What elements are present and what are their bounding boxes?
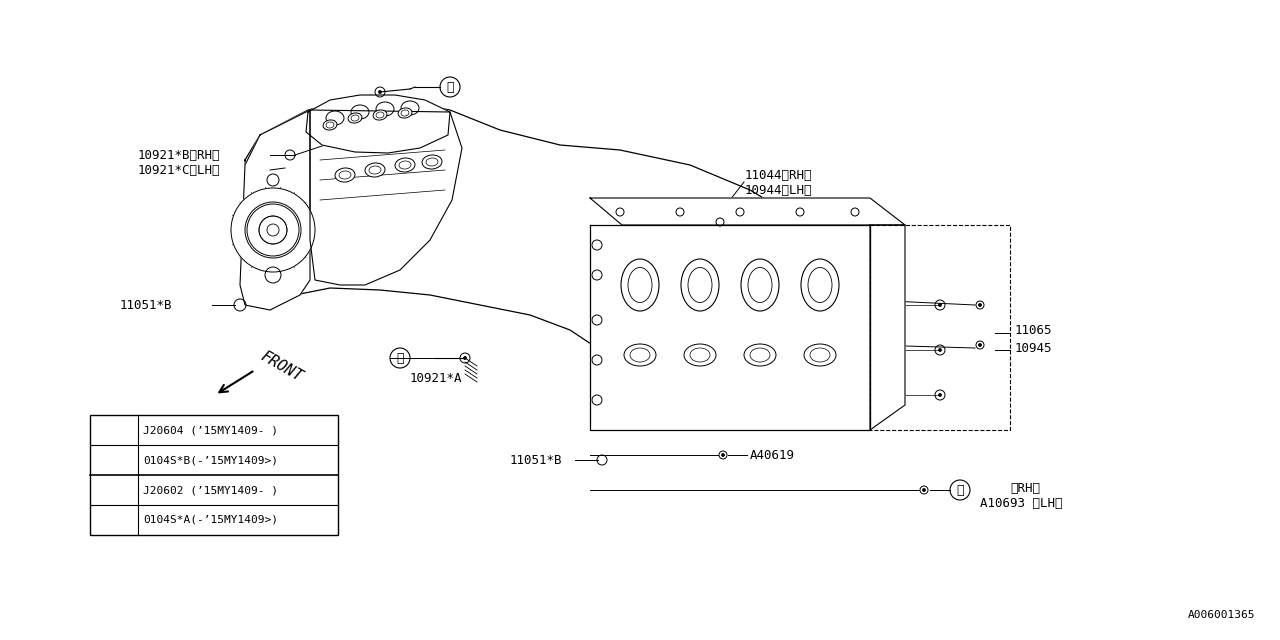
Ellipse shape: [365, 163, 385, 177]
Ellipse shape: [801, 259, 838, 311]
Circle shape: [938, 304, 941, 306]
Polygon shape: [870, 225, 905, 430]
Text: 11051*B: 11051*B: [509, 454, 562, 467]
Circle shape: [938, 394, 941, 396]
Circle shape: [979, 344, 982, 346]
Ellipse shape: [804, 344, 836, 366]
Circle shape: [244, 202, 301, 258]
Text: A40619: A40619: [750, 449, 795, 461]
Text: ①: ①: [447, 81, 453, 93]
Text: A006001365: A006001365: [1188, 610, 1254, 620]
Text: ②: ②: [956, 483, 964, 497]
Ellipse shape: [621, 259, 659, 311]
Polygon shape: [241, 110, 310, 310]
Circle shape: [379, 91, 381, 93]
Text: 11051*B: 11051*B: [120, 298, 173, 312]
Circle shape: [722, 454, 724, 456]
Text: 10921*A: 10921*A: [410, 371, 462, 385]
Ellipse shape: [335, 168, 355, 182]
Circle shape: [259, 216, 287, 244]
Text: 10944〈LH〉: 10944〈LH〉: [745, 184, 813, 196]
Text: 10921*B〈RH〉: 10921*B〈RH〉: [138, 148, 220, 161]
Polygon shape: [306, 95, 451, 153]
Ellipse shape: [741, 259, 780, 311]
Ellipse shape: [681, 259, 719, 311]
Bar: [90, 415, 338, 535]
Text: FRONT: FRONT: [259, 349, 305, 385]
Text: 〈RH〉: 〈RH〉: [1010, 481, 1039, 495]
Text: 11044〈RH〉: 11044〈RH〉: [745, 168, 813, 182]
Circle shape: [979, 304, 982, 306]
Text: ①: ①: [397, 351, 403, 365]
Ellipse shape: [684, 344, 716, 366]
Ellipse shape: [422, 155, 442, 169]
Circle shape: [463, 357, 466, 359]
Text: J20602 (’15MY1409- ): J20602 (’15MY1409- ): [143, 485, 278, 495]
Text: 0104S*B(-’15MY1409>): 0104S*B(-’15MY1409>): [143, 455, 278, 465]
Text: 10945: 10945: [1015, 342, 1052, 355]
Polygon shape: [590, 225, 870, 430]
Ellipse shape: [348, 113, 362, 123]
Text: A10693 〈LH〉: A10693 〈LH〉: [980, 497, 1062, 509]
Text: 10921*C〈LH〉: 10921*C〈LH〉: [138, 163, 220, 177]
Text: 0104S*A(-’15MY1409>): 0104S*A(-’15MY1409>): [143, 515, 278, 525]
Ellipse shape: [323, 120, 337, 130]
Polygon shape: [590, 198, 905, 225]
Circle shape: [230, 188, 315, 272]
Text: ②: ②: [110, 424, 118, 436]
Circle shape: [938, 349, 941, 351]
Text: J20604 (’15MY1409- ): J20604 (’15MY1409- ): [143, 425, 278, 435]
Text: ①: ①: [110, 468, 118, 481]
Ellipse shape: [372, 110, 387, 120]
Polygon shape: [244, 95, 820, 375]
Ellipse shape: [744, 344, 776, 366]
Ellipse shape: [396, 158, 415, 172]
Ellipse shape: [398, 108, 412, 118]
Text: 11065: 11065: [1015, 323, 1052, 337]
Polygon shape: [310, 110, 462, 285]
Circle shape: [923, 489, 925, 492]
Ellipse shape: [625, 344, 657, 366]
